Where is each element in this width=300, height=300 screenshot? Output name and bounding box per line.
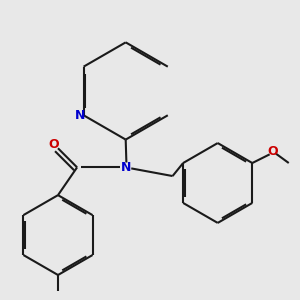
Text: O: O <box>268 145 278 158</box>
Text: N: N <box>121 161 131 174</box>
Text: N: N <box>75 109 85 122</box>
Text: O: O <box>49 138 59 151</box>
